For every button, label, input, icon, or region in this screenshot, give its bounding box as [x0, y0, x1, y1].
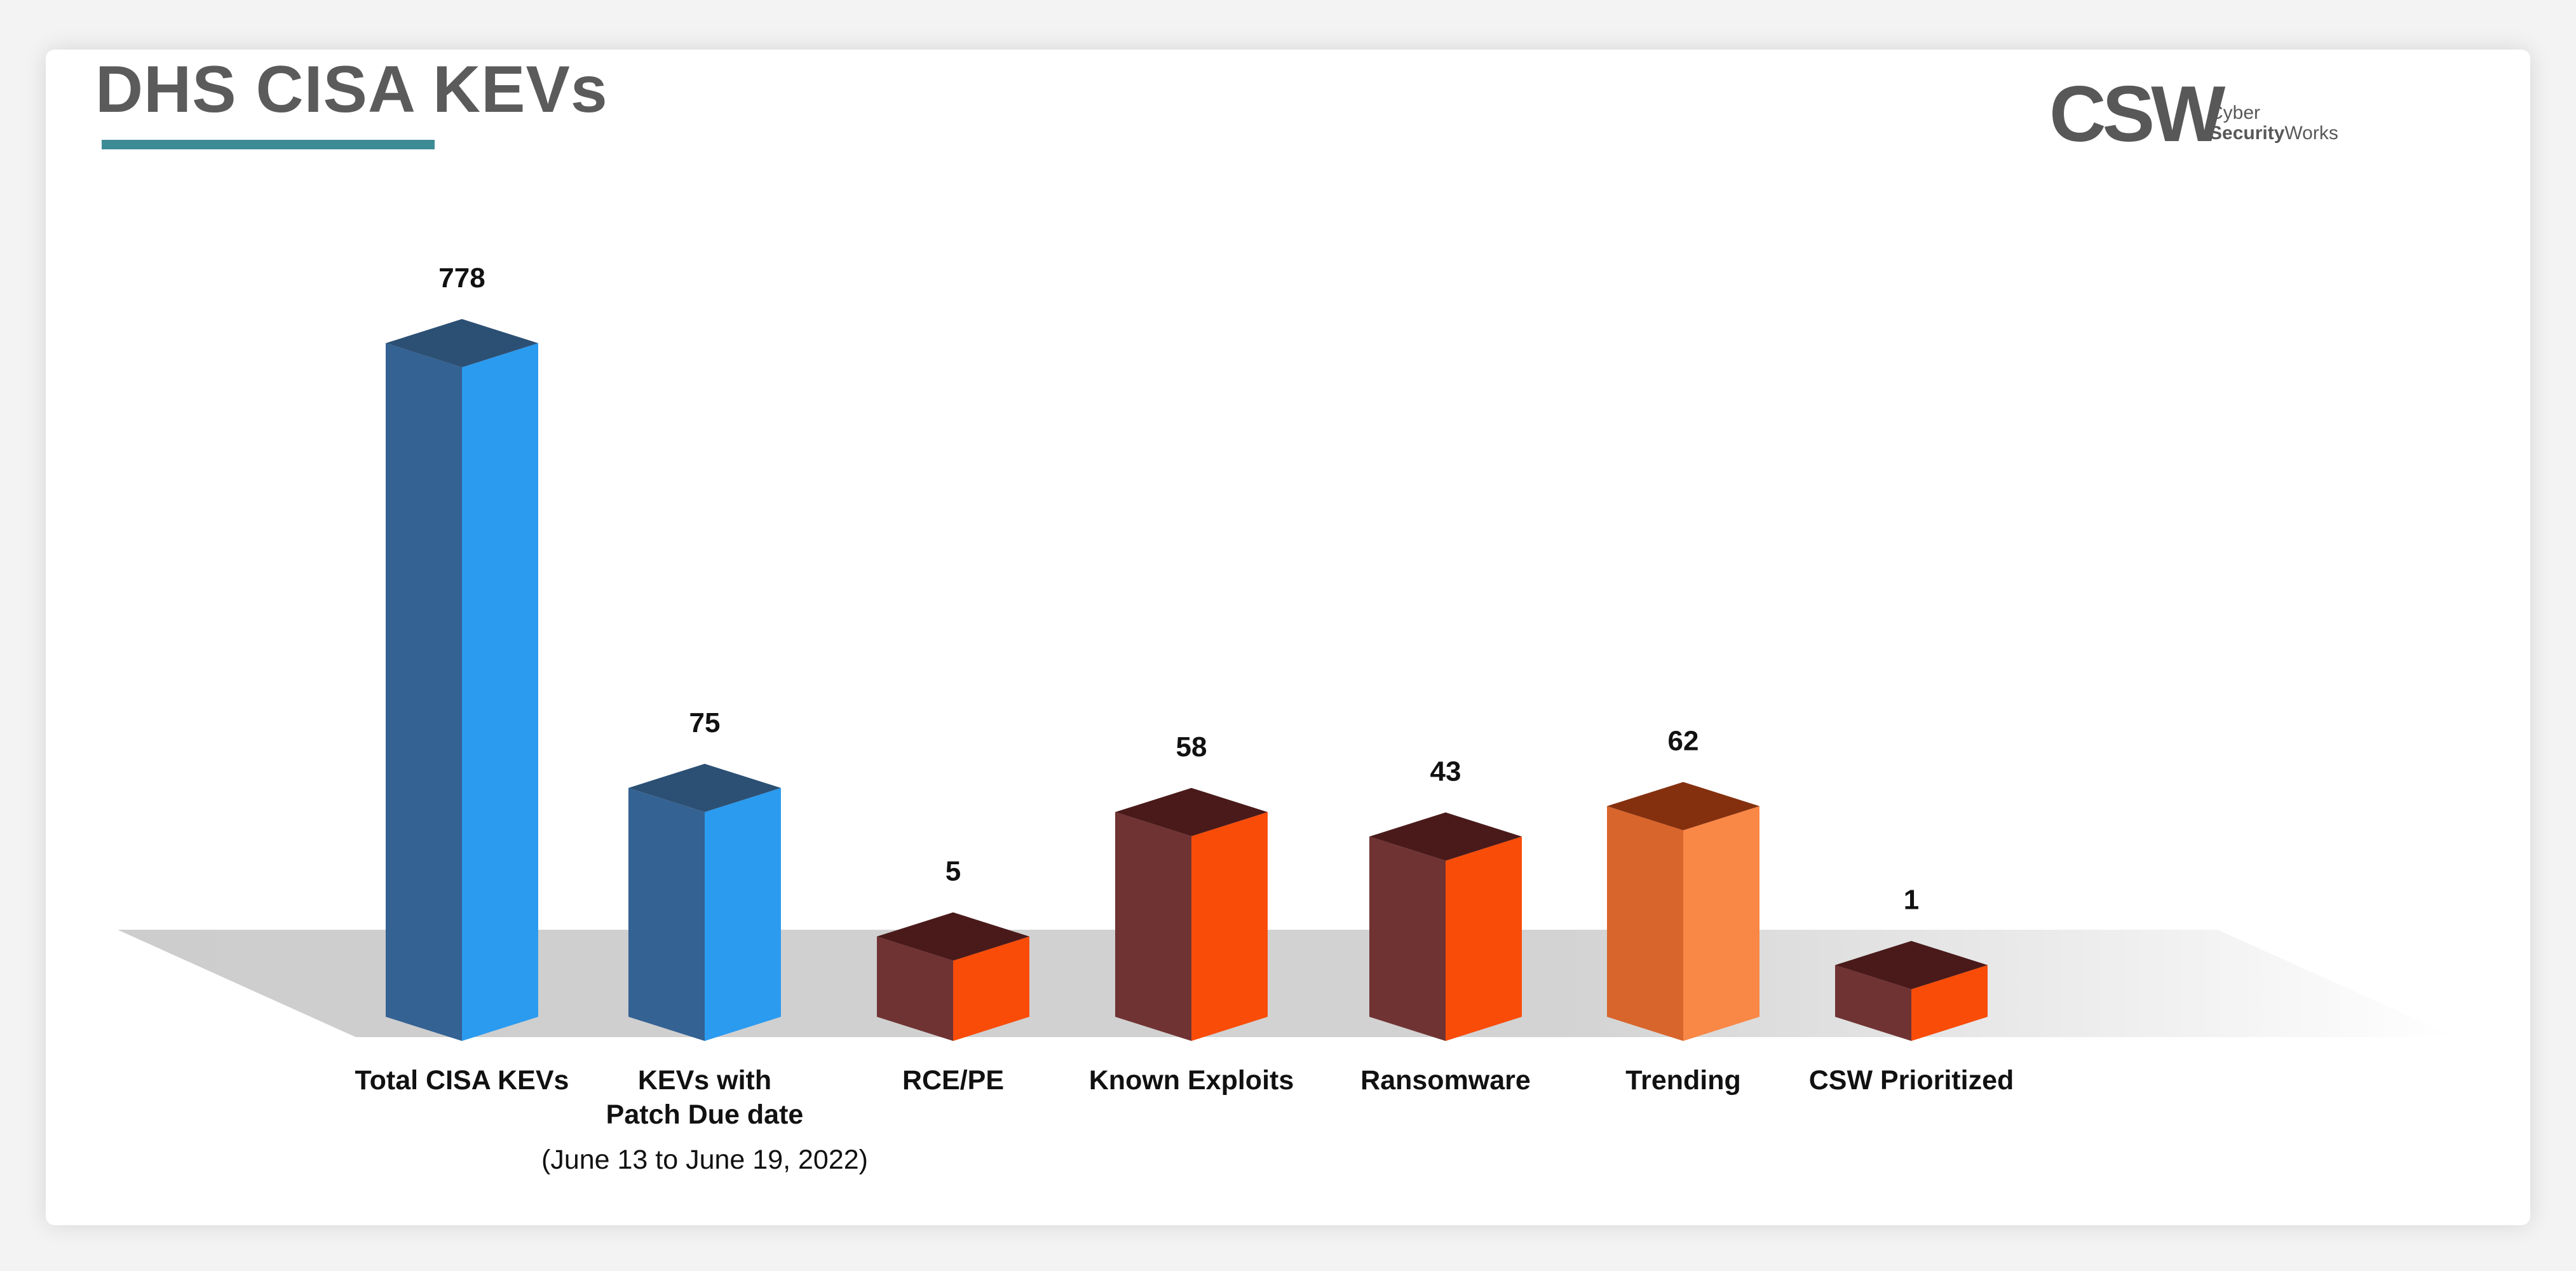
bar-top-face — [1115, 787, 1268, 836]
bar-rce-pe — [877, 912, 1029, 1041]
bar-known-exploits — [1115, 787, 1268, 1041]
logo-text-cyber: Cyber — [2209, 102, 2261, 123]
bar-top-face — [1607, 782, 1759, 831]
value-label-rce-pe: 5 — [946, 856, 961, 887]
bar-side-face — [462, 343, 538, 1041]
bar-kevs-with-patch-due-date — [628, 763, 781, 1041]
bar-top-face — [1369, 812, 1522, 861]
value-label-trending: 62 — [1668, 725, 1699, 756]
bar-top-face — [386, 319, 538, 367]
date-range-subtitle: (June 13 to June 19, 2022) — [541, 1145, 868, 1175]
category-label-ransomware: Ransomware — [1360, 1065, 1531, 1096]
bar-top-face — [628, 763, 781, 812]
value-label-csw-prioritized: 1 — [1904, 885, 1919, 916]
bar-side-face — [1683, 806, 1759, 1041]
logo-text-securityworks: SecurityWorks — [2209, 123, 2338, 144]
bar-front-face — [1607, 806, 1683, 1041]
category-label-kevs-with-patch-due-date: KEVs with Patch Due date — [606, 1065, 804, 1130]
category-label-csw-prioritized: CSW Prioritized — [1809, 1065, 2014, 1096]
bar-side-face — [1911, 965, 1988, 1041]
bar-csw-prioritized — [1835, 941, 1988, 1041]
bar-ransomware — [1369, 812, 1522, 1041]
bar-side-face — [1446, 836, 1522, 1041]
bar-front-face — [1369, 836, 1446, 1041]
bar-front-face — [386, 343, 462, 1041]
value-label-known-exploits: 58 — [1176, 731, 1207, 763]
logo-mark: CSW — [2049, 71, 2225, 158]
bar-front-face — [628, 787, 705, 1041]
chart-title: DHS CISA KEVs — [95, 53, 608, 126]
bar-side-face — [705, 787, 781, 1041]
logo-text-works: Works — [2284, 123, 2338, 144]
bar-top-face — [1835, 941, 1988, 989]
csw-logo: CSW Cyber SecurityWorks — [2049, 71, 2338, 158]
value-label-total-cisa-kevs: 778 — [438, 262, 485, 294]
bar-total-cisa-kevs — [386, 319, 538, 1041]
value-label-kevs-with-patch-due-date: 75 — [689, 707, 721, 738]
bar-top-face — [877, 912, 1029, 961]
value-label-ransomware: 43 — [1430, 756, 1461, 787]
title-underline — [102, 140, 435, 149]
bar-side-face — [1191, 812, 1268, 1041]
bar-front-face — [1835, 965, 1911, 1041]
bar-side-face — [953, 936, 1029, 1041]
category-label-trending: Trending — [1625, 1065, 1741, 1096]
bar-front-face — [877, 936, 953, 1041]
category-label-rce-pe: RCE/PE — [902, 1065, 1004, 1096]
category-label-known-exploits: Known Exploits — [1089, 1065, 1294, 1096]
bar-front-face — [1115, 812, 1191, 1041]
bar-trending — [1607, 782, 1759, 1041]
logo-text-security: Security — [2209, 123, 2285, 144]
category-label-total-cisa-kevs: Total CISA KEVs — [355, 1065, 569, 1096]
